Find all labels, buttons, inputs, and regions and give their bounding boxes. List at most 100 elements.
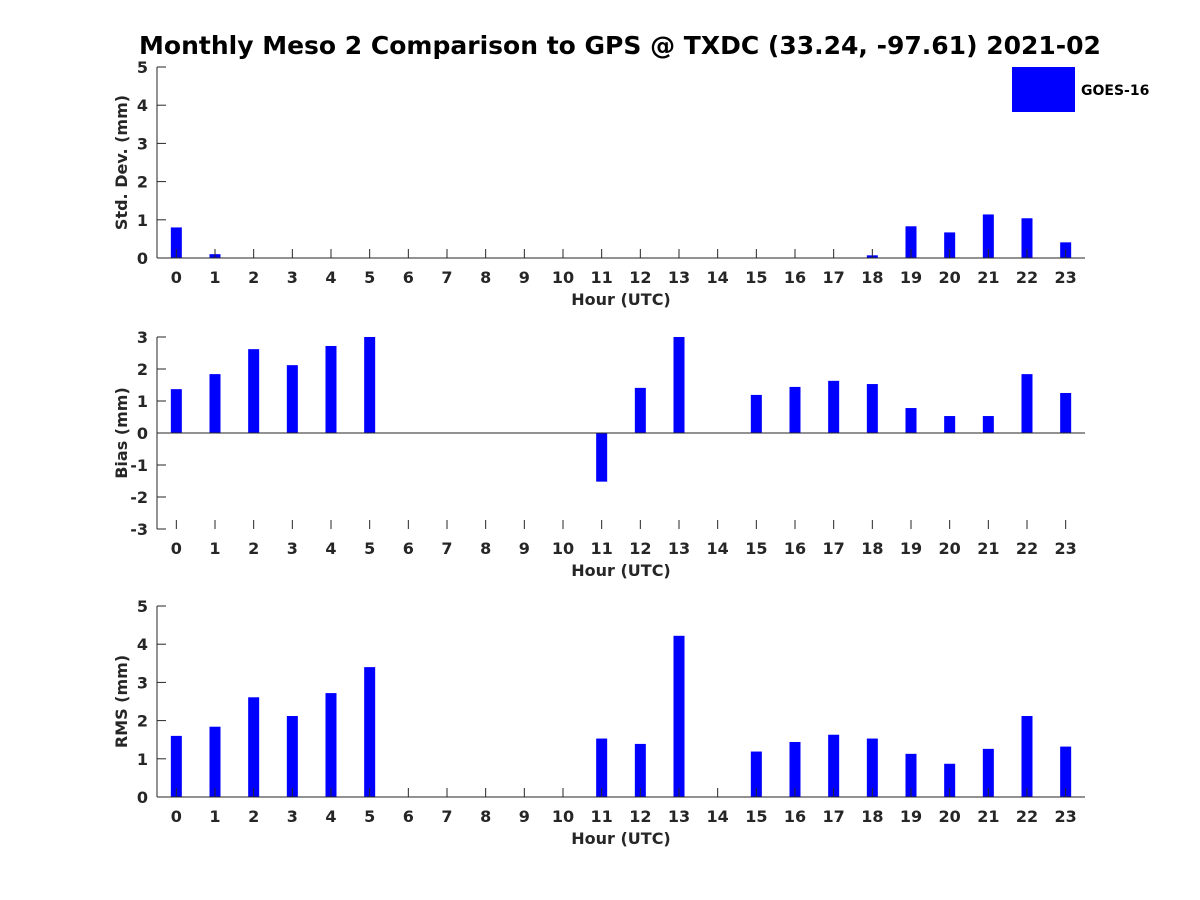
bar-1 <box>209 726 221 797</box>
x-tick-label: 14 <box>707 268 729 287</box>
x-tick-label: 18 <box>861 539 883 558</box>
x-tick-label: 10 <box>552 539 574 558</box>
x-tick-label: 17 <box>823 807 845 826</box>
bar-15 <box>750 751 762 797</box>
x-tick-label: 9 <box>519 807 530 826</box>
bar-21 <box>982 214 994 258</box>
x-tick-label: 21 <box>977 539 999 558</box>
bar-0 <box>170 735 182 797</box>
bar-5 <box>364 667 376 797</box>
bar-0 <box>170 389 182 433</box>
x-tick-label: 7 <box>441 539 452 558</box>
x-tick-label: 4 <box>325 268 336 287</box>
x-tick-label: 5 <box>364 807 375 826</box>
x-tick-label: 14 <box>707 807 729 826</box>
bar-16 <box>789 741 801 797</box>
x-tick-label: 10 <box>552 807 574 826</box>
x-axis-label: Hour (UTC) <box>571 290 671 309</box>
y-tick-label: 1 <box>137 211 148 230</box>
y-tick-label: 4 <box>137 96 148 115</box>
y-tick-label: 2 <box>137 360 148 379</box>
x-tick-label: 4 <box>325 539 336 558</box>
bar-20 <box>944 763 956 797</box>
bar-20 <box>944 232 956 258</box>
bar-2 <box>248 349 260 433</box>
x-tick-label: 3 <box>287 268 298 287</box>
x-tick-label: 12 <box>629 268 651 287</box>
x-tick-label: 23 <box>1055 539 1077 558</box>
x-tick-label: 15 <box>745 807 767 826</box>
legend-label: GOES-16 <box>1081 83 1149 99</box>
x-tick-label: 22 <box>1016 268 1038 287</box>
bar-4 <box>325 693 337 797</box>
x-tick-label: 23 <box>1055 807 1077 826</box>
x-tick-label: 8 <box>480 268 491 287</box>
x-tick-label: 17 <box>823 268 845 287</box>
x-tick-label: 11 <box>591 807 613 826</box>
y-axis-label: RMS (mm) <box>112 655 131 748</box>
x-tick-label: 22 <box>1016 539 1038 558</box>
x-tick-label: 14 <box>707 539 729 558</box>
bar-0 <box>170 227 182 258</box>
x-tick-label: 16 <box>784 268 806 287</box>
x-tick-label: 13 <box>668 268 690 287</box>
x-tick-label: 7 <box>441 268 452 287</box>
x-tick-label: 20 <box>939 268 961 287</box>
x-tick-label: 9 <box>519 268 530 287</box>
x-tick-label: 0 <box>171 539 182 558</box>
x-tick-label: 5 <box>364 268 375 287</box>
x-tick-label: 1 <box>209 539 220 558</box>
x-tick-label: 15 <box>745 268 767 287</box>
legend: GOES-16 <box>1012 67 1149 112</box>
x-tick-label: 8 <box>480 539 491 558</box>
x-tick-label: 3 <box>287 807 298 826</box>
x-tick-label: 0 <box>171 268 182 287</box>
y-axis-label: Std. Dev. (mm) <box>112 95 131 230</box>
y-tick-label: -1 <box>130 456 148 475</box>
y-tick-label: 4 <box>137 635 148 654</box>
x-tick-label: 2 <box>248 539 259 558</box>
x-tick-label: 13 <box>668 539 690 558</box>
x-tick-label: 5 <box>364 539 375 558</box>
x-tick-label: 23 <box>1055 268 1077 287</box>
y-tick-label: 5 <box>137 58 148 77</box>
x-tick-label: 11 <box>591 539 613 558</box>
x-tick-label: 10 <box>552 268 574 287</box>
x-tick-label: 15 <box>745 539 767 558</box>
y-tick-label: 0 <box>137 424 148 443</box>
x-tick-label: 2 <box>248 807 259 826</box>
x-tick-label: 8 <box>480 807 491 826</box>
x-tick-label: 3 <box>287 539 298 558</box>
y-tick-label: 2 <box>137 173 148 192</box>
bar-1 <box>209 374 221 433</box>
bar-17 <box>828 380 840 433</box>
x-tick-label: 6 <box>403 807 414 826</box>
x-tick-label: 20 <box>939 539 961 558</box>
y-tick-label: 0 <box>137 788 148 807</box>
x-tick-label: 9 <box>519 539 530 558</box>
x-tick-label: 19 <box>900 807 922 826</box>
bar-19 <box>905 753 917 797</box>
bar-2 <box>248 697 260 797</box>
bar-19 <box>905 226 917 258</box>
x-tick-label: 16 <box>784 539 806 558</box>
y-tick-label: 0 <box>137 249 148 268</box>
bar-21 <box>982 416 994 433</box>
y-tick-label: 1 <box>137 750 148 769</box>
x-tick-label: 12 <box>629 539 651 558</box>
x-tick-label: 18 <box>861 807 883 826</box>
bar-18 <box>866 384 878 433</box>
x-tick-label: 6 <box>403 268 414 287</box>
y-tick-label: -2 <box>130 488 148 507</box>
x-tick-label: 2 <box>248 268 259 287</box>
bar-21 <box>982 748 994 797</box>
chart-title: Monthly Meso 2 Comparison to GPS @ TXDC … <box>139 31 1101 60</box>
bar-13 <box>673 635 685 797</box>
bar-12 <box>634 387 646 433</box>
x-tick-label: 4 <box>325 807 336 826</box>
x-tick-label: 16 <box>784 807 806 826</box>
x-tick-label: 17 <box>823 539 845 558</box>
